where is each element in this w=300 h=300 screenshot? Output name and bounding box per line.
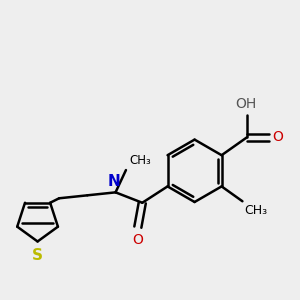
Text: S: S	[32, 248, 43, 263]
Text: O: O	[132, 233, 143, 247]
Text: OH: OH	[235, 97, 256, 111]
Text: CH₃: CH₃	[244, 204, 267, 217]
Text: O: O	[272, 130, 283, 144]
Text: N: N	[108, 174, 120, 189]
Text: CH₃: CH₃	[129, 154, 151, 167]
